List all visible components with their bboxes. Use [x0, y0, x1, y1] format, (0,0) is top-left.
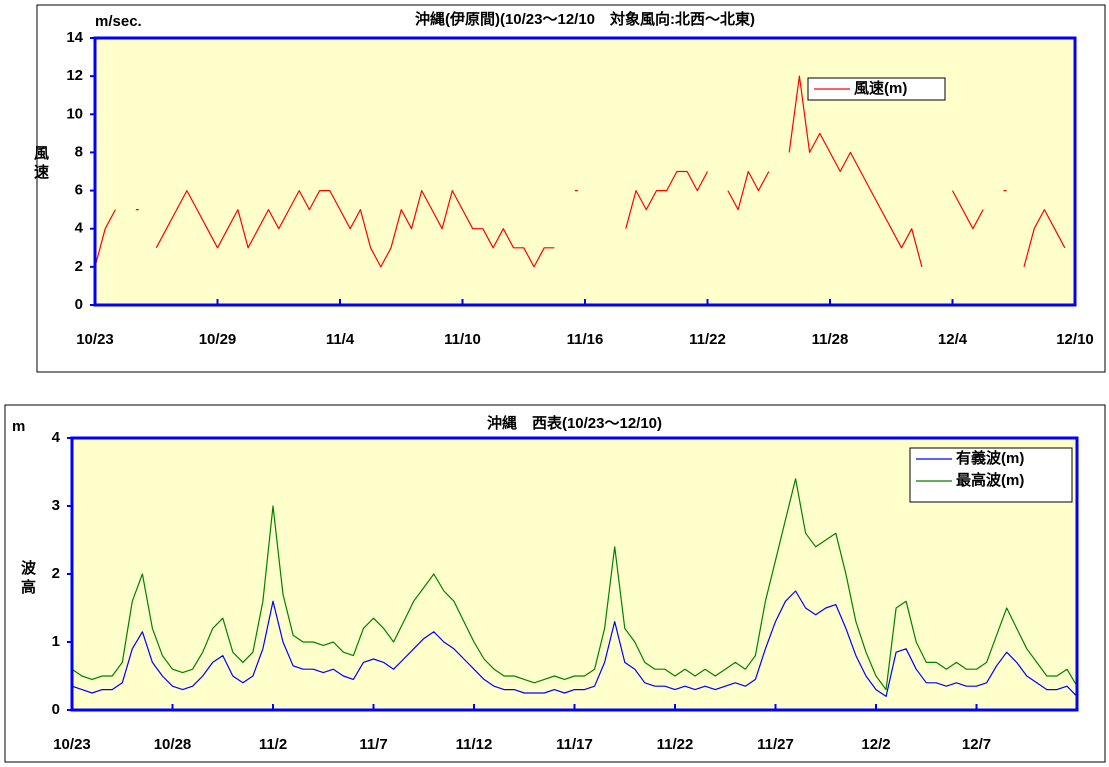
- x-tick-label: 11/2: [259, 736, 287, 753]
- chart: 沖縄(伊原間)(10/23～12/10 対象風向:北西～北東) m/sec. 風速 0…: [32, 4, 1106, 373]
- y-tick-label: 0: [75, 296, 83, 313]
- x-tick-label: 11/22: [657, 736, 694, 753]
- legend-label: 最高波(m): [956, 471, 1024, 489]
- data-line: [71, 590, 1078, 697]
- unit-label: m/sec.: [95, 13, 142, 30]
- chart: 沖縄 西表(10/23～12/10) m 波高 0 1 2 3 4 10/23 10/28 11/2…: [4, 404, 1106, 763]
- data-line: [94, 75, 1066, 268]
- x-tick-label: 12/7: [962, 736, 991, 753]
- y-tick-label: 10: [66, 105, 83, 122]
- x-tick-label: 12/4: [938, 331, 968, 348]
- y-tick-label: 6: [75, 182, 83, 199]
- x-tick-label: 11/12: [456, 736, 493, 753]
- x-tick-label: 11/27: [757, 736, 794, 753]
- data-line: [71, 478, 1078, 691]
- x-tick-label: 12/2: [861, 736, 890, 753]
- unit-label: m: [12, 418, 25, 435]
- chart-title: 沖縄(伊原間)(10/23～12/10 対象風向:北西～北東): [415, 10, 755, 28]
- x-tick-label: 11/10: [444, 331, 481, 348]
- legend-box: [807, 77, 946, 101]
- y-tick-label: 12: [66, 67, 83, 84]
- axis-frame: [93, 36, 1077, 307]
- x-tick-label: 11/7: [359, 736, 387, 753]
- legend-box: [909, 447, 1073, 503]
- x-tick-label: 10/23: [53, 736, 91, 753]
- y-tick-label: 1: [52, 633, 60, 650]
- y-tick-label: 3: [52, 497, 60, 514]
- y-tick-label: 8: [75, 143, 83, 160]
- y-tick-label: 4: [75, 220, 84, 237]
- x-tick-label: 11/22: [689, 331, 726, 348]
- y-axis-label: 波高: [19, 559, 36, 598]
- x-tick-label: 11/4: [326, 331, 355, 348]
- x-tick-label: 10/29: [199, 331, 237, 348]
- y-tick-label: 4: [52, 429, 61, 446]
- axis-frame: [70, 436, 1079, 712]
- x-tick-label: 10/23: [76, 331, 114, 348]
- legend-label: 風速(m): [854, 79, 907, 97]
- x-tick-label: 11/17: [556, 736, 593, 753]
- y-tick-label: 0: [52, 701, 60, 718]
- x-tick-label: 11/16: [567, 331, 604, 348]
- chart-title: 沖縄 西表(10/23～12/10): [487, 414, 662, 432]
- y-axis-label: 風速: [32, 145, 49, 183]
- y-tick-label: 2: [52, 565, 60, 582]
- x-tick-label: 11/28: [812, 331, 849, 348]
- legend-label: 有義波(m): [956, 449, 1024, 467]
- y-tick-label: 14: [66, 29, 83, 46]
- x-tick-label: 12/10: [1056, 331, 1094, 348]
- y-tick-label: 2: [75, 258, 83, 275]
- x-tick-label: 10/28: [154, 736, 192, 753]
